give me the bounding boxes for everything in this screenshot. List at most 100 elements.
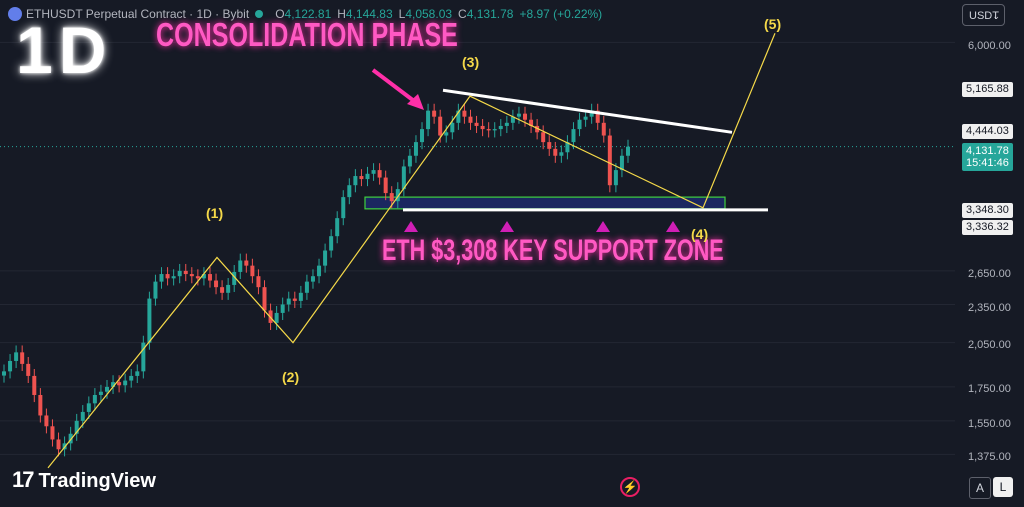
candle-body — [359, 176, 364, 180]
candle-body — [389, 193, 394, 202]
low-label: L — [398, 7, 406, 21]
bar-countdown: 15:41:46 — [966, 157, 1009, 169]
candle-body — [323, 250, 328, 266]
candle-body — [232, 271, 237, 285]
candle-body — [220, 287, 225, 293]
axis-tick: 2,050.00 — [968, 339, 1011, 351]
candle-body — [117, 382, 122, 386]
candle-body — [207, 274, 212, 281]
candle-body — [214, 280, 219, 288]
candle-body — [111, 382, 116, 387]
candle-body — [577, 119, 582, 130]
candle-body — [432, 110, 437, 117]
bounce-marker — [596, 221, 610, 232]
support-zone-box — [364, 196, 726, 210]
candle-body — [171, 276, 176, 279]
candle-body — [426, 110, 431, 130]
axis-tick: 2,650.00 — [968, 268, 1011, 280]
candle-body — [92, 394, 97, 404]
candle-body — [262, 287, 267, 311]
candle-body — [177, 270, 182, 277]
candle-body — [607, 135, 612, 186]
candle-body — [589, 110, 594, 117]
candle-body — [523, 113, 528, 120]
tradingview-logo[interactable]: 17 TradingView — [12, 467, 156, 493]
candle-body — [529, 119, 534, 126]
timeframe-label: 1D — [16, 13, 113, 87]
elliott-wave-path — [47, 32, 776, 469]
candle-body — [123, 380, 128, 386]
candle-body — [553, 148, 558, 156]
wave-label-5: (5) — [764, 16, 782, 32]
candle-body — [147, 298, 152, 343]
currency-label: USDT — [969, 10, 999, 22]
candle-body — [2, 371, 6, 376]
candle-body — [141, 342, 146, 372]
bounce-marker — [404, 221, 418, 232]
candle-body — [619, 155, 624, 171]
arrow-head — [407, 94, 424, 110]
candle-body — [129, 375, 134, 381]
tradingview-icon: 17 — [12, 467, 35, 492]
candle-body — [165, 274, 170, 279]
consolidation-phase-label: CONSOLIDATION PHASE — [156, 16, 458, 53]
candle-body — [516, 113, 521, 117]
candle-body — [20, 352, 25, 364]
candle-body — [195, 276, 200, 279]
currency-selector[interactable]: USDT ⌄ — [962, 4, 1005, 26]
candle-body — [286, 298, 291, 305]
candle-body — [450, 122, 455, 133]
candle-body — [353, 176, 358, 186]
candle-body — [565, 142, 570, 153]
candle-body — [201, 274, 206, 279]
candle-body — [135, 371, 140, 376]
low-value: 4,058.03 — [405, 7, 453, 21]
candle-body — [583, 116, 588, 120]
open-value: 4,122.81 — [284, 7, 332, 21]
candle-body — [238, 260, 243, 272]
candle-body — [86, 403, 91, 412]
candle-body — [14, 352, 19, 361]
candle-body — [474, 122, 479, 126]
price-label-support-low: 3,336.32 — [962, 220, 1013, 235]
axis-tick: 1,750.00 — [968, 383, 1011, 395]
candle-body — [280, 304, 285, 313]
candle-body — [347, 185, 352, 198]
axis-tick: 1,550.00 — [968, 418, 1011, 430]
flash-icon[interactable]: ⚡ — [620, 477, 640, 497]
candle-body — [256, 276, 261, 288]
candle-body — [98, 391, 103, 395]
candle-body — [38, 394, 43, 416]
candle-body — [304, 281, 309, 293]
candle-body — [613, 170, 618, 186]
high-label: H — [337, 7, 346, 21]
candle-body — [420, 129, 425, 143]
wave-label-4: (4) — [691, 226, 709, 242]
candle-body — [298, 292, 303, 301]
candle-body — [571, 129, 576, 143]
candle-body — [104, 386, 109, 392]
current-price-value: 4,131.78 — [966, 145, 1009, 157]
candle-body — [468, 116, 473, 123]
candle-body — [274, 312, 279, 323]
price-label-support-high: 3,348.30 — [962, 203, 1013, 218]
candle-body — [626, 146, 630, 156]
close-value: 4,131.78 — [466, 7, 514, 21]
candle-body — [444, 132, 449, 136]
auto-scale-button[interactable]: A — [969, 477, 991, 499]
candle-body — [292, 298, 297, 301]
candle-body — [341, 197, 346, 219]
candle-body — [407, 155, 412, 167]
candle-body — [80, 411, 85, 421]
candle-body — [383, 177, 388, 194]
wave-label-2: (2) — [282, 369, 300, 385]
candle-body — [456, 110, 461, 123]
log-scale-button[interactable]: L — [993, 477, 1013, 497]
candle-body — [226, 284, 231, 293]
candle-body — [486, 129, 491, 131]
symbol-title[interactable]: ETHUSDT Perpetual Contract · 1D · Bybit — [26, 7, 250, 21]
current-price-label: 4,131.78 15:41:46 — [962, 143, 1013, 171]
candle-body — [8, 360, 13, 372]
chevron-down-icon: ⌄ — [992, 11, 1000, 21]
